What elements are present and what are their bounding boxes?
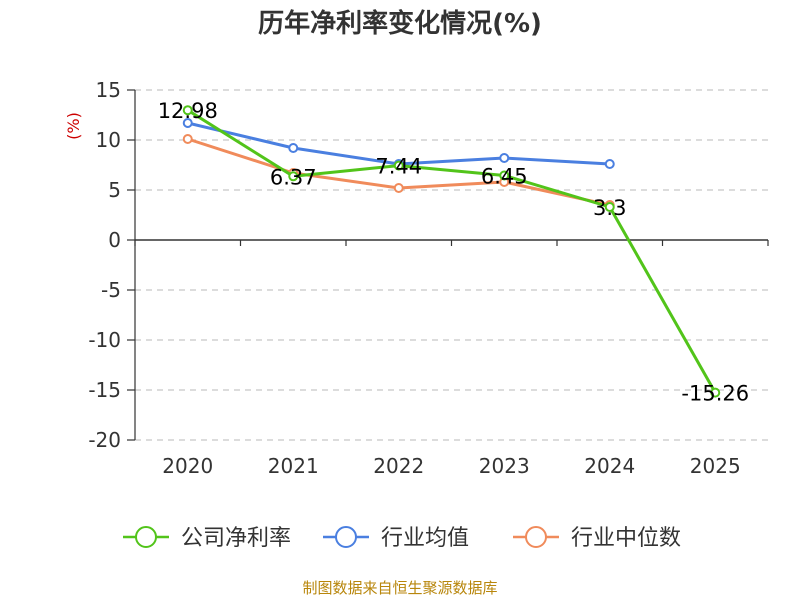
data-label: 7.44 [375, 155, 422, 179]
x-tick-label: 2024 [584, 454, 635, 478]
series-lines [182, 105, 721, 398]
data-point [288, 171, 299, 182]
y-tick-label: 15 [96, 78, 121, 102]
legend-swatch-marker [525, 526, 547, 548]
x-tick-label: 2022 [373, 454, 424, 478]
y-axis-label: (%) [64, 112, 83, 140]
data-label: 6.45 [481, 165, 528, 189]
data-point [182, 105, 193, 116]
legend-item[interactable]: 行业均值 [323, 526, 469, 551]
y-tick-label: 5 [108, 178, 121, 202]
y-tick-label: -5 [101, 278, 121, 302]
y-tick-label: 10 [96, 128, 121, 152]
data-label: 12.98 [158, 99, 218, 123]
data-label: 3.3 [593, 196, 626, 220]
data-label: -15.26 [681, 382, 749, 406]
series-line [186, 108, 717, 395]
legend-label: 行业均值 [381, 526, 469, 551]
y-tick-label: 0 [108, 228, 121, 252]
data-point [182, 118, 193, 128]
data-point [288, 143, 299, 153]
data-point [604, 202, 615, 212]
data-point [499, 153, 510, 163]
legend-item[interactable]: 公司净利率 [123, 526, 291, 551]
y-tick-label: -10 [88, 328, 121, 352]
grid-lines [135, 89, 768, 441]
x-tick-label: 2025 [690, 454, 741, 478]
y-tick-label: -20 [88, 428, 121, 452]
x-tick-label: 2023 [479, 454, 530, 478]
data-point [710, 387, 721, 398]
data-labels: 12.98 6.37 7.44 6.45 3.3 -15.26 [158, 99, 749, 405]
legend-label: 行业中位数 [571, 526, 681, 551]
legend: 公司净利率 行业均值 行业中位数 [123, 526, 681, 551]
chart-title: 历年净利率变化情况(%) [258, 8, 542, 39]
data-point [393, 160, 404, 171]
source-note: 制图数据来自恒生聚源数据库 [302, 579, 497, 597]
y-tick-label: -15 [88, 378, 121, 402]
legend-label: 公司净利率 [181, 526, 291, 551]
legend-swatch-marker [135, 526, 157, 548]
data-label: 6.37 [270, 165, 317, 189]
data-point [604, 159, 615, 169]
x-tick-label: 2020 [162, 454, 213, 478]
axes: 15 10 5 0 -5 -10 -15 -20 2020 2021 2022 2023 2024 202… [88, 78, 769, 478]
legend-item[interactable]: 行业中位数 [513, 526, 681, 551]
data-point [499, 170, 510, 181]
x-tick-label: 2021 [268, 454, 319, 478]
data-point [182, 134, 193, 144]
data-point [393, 183, 404, 193]
legend-swatch-marker [335, 526, 357, 548]
